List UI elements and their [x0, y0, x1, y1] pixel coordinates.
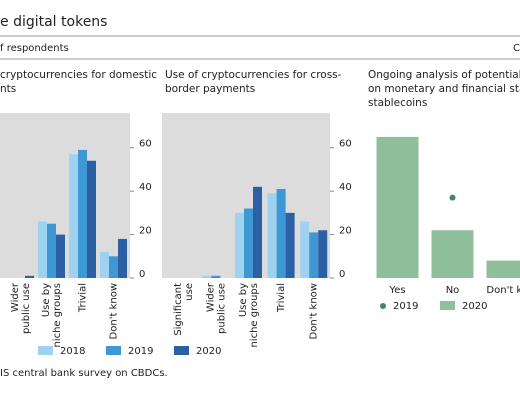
x-tick-label: Trivial	[276, 283, 287, 313]
bar	[202, 275, 212, 278]
y-tick-label: 0	[339, 269, 345, 280]
legend-swatch	[38, 346, 53, 355]
bar	[78, 149, 87, 278]
legend-label: 2019	[128, 346, 153, 357]
x-tick-label: Widerpublic use	[10, 282, 32, 334]
panel-title: stablecoins	[368, 97, 427, 109]
bar	[38, 221, 47, 278]
bar	[267, 193, 277, 278]
corner: C	[513, 43, 520, 54]
title: e digital tokens	[0, 14, 107, 30]
legend-label: 2020	[196, 346, 221, 357]
x-tick-label: Use byniche groups	[238, 283, 260, 348]
y-tick-label: 0	[139, 269, 145, 280]
x-tick-label: Significantuse	[173, 283, 195, 336]
bar	[118, 238, 127, 278]
bar	[431, 230, 474, 278]
x-tick-label: Don't kn	[486, 285, 520, 296]
panel-title: nts	[0, 83, 16, 95]
legend-label: 2018	[60, 346, 85, 357]
dot	[449, 194, 456, 201]
y-tick-label: 60	[139, 139, 152, 150]
bar	[376, 136, 419, 278]
bar	[276, 188, 286, 278]
panel-title: cryptocurrencies for domestic	[0, 69, 157, 81]
legend-swatch	[174, 346, 189, 355]
x-tick-label: Yes	[388, 285, 405, 296]
bar	[87, 160, 96, 278]
legend-swatch	[106, 346, 121, 355]
panel-title: on monetary and financial stab	[368, 83, 520, 95]
y-tick-label: 60	[339, 139, 352, 150]
legend-label: 2020	[462, 301, 487, 312]
y-tick-label: 40	[139, 182, 152, 193]
x-tick-label: Don't know	[309, 283, 320, 339]
bar	[25, 275, 34, 278]
bar	[244, 208, 253, 278]
bar	[47, 223, 56, 278]
source: IS central bank survey on CBDCs.	[0, 368, 168, 379]
panel-title: Use of cryptocurrencies for cross-	[165, 69, 342, 81]
bar	[100, 251, 109, 278]
legend-label: 2019	[393, 301, 418, 312]
bar	[318, 230, 328, 278]
x-tick-label: Trivial	[78, 283, 89, 313]
bar	[285, 212, 295, 278]
bar	[69, 154, 78, 278]
bar	[56, 234, 65, 278]
bar	[235, 212, 244, 278]
x-tick-label: No	[446, 285, 460, 296]
bar	[253, 186, 262, 278]
legend-swatch	[380, 303, 386, 309]
bar	[109, 256, 118, 278]
x-tick-label: Don't know	[109, 283, 120, 339]
bar	[300, 221, 310, 278]
y-tick-label: 20	[139, 226, 152, 237]
x-tick-label: Use byniche groups	[41, 283, 63, 348]
y-tick-label: 40	[339, 182, 352, 193]
bar	[309, 232, 319, 278]
legend-swatch	[440, 301, 455, 310]
y-tick-label: 20	[339, 226, 352, 237]
panel-title: Ongoing analysis of potential	[368, 69, 520, 81]
bar	[211, 275, 221, 278]
panel-title: border payments	[165, 83, 255, 95]
bar	[486, 260, 520, 278]
x-tick-label: Widerpublic use	[205, 282, 227, 334]
subtitle: f respondents	[0, 43, 69, 54]
